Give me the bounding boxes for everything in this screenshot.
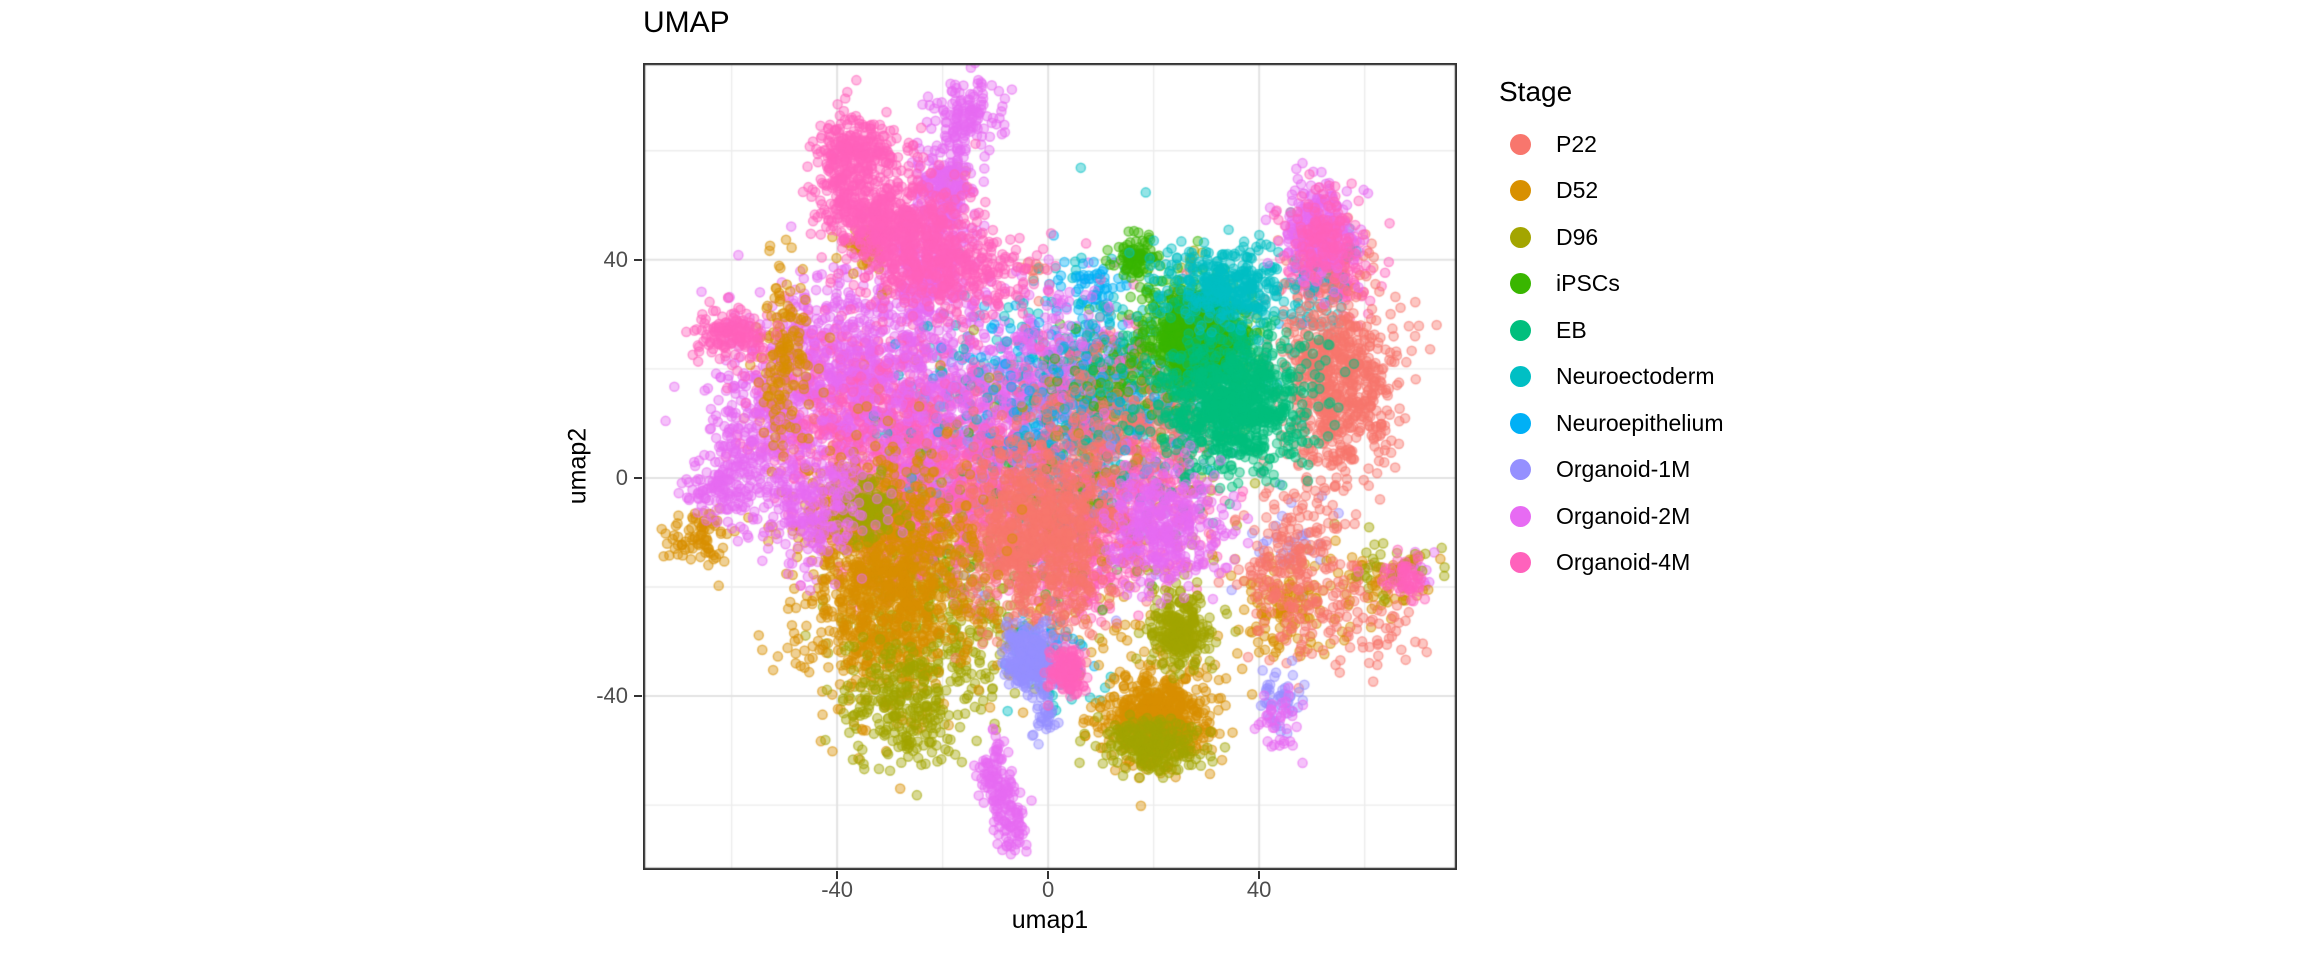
legend-swatch-D96 [1510,226,1531,248]
legend-label-P22: P22 [1556,130,1597,157]
y-tick-mark [634,258,642,261]
legend-swatch-Neuroectoderm [1510,366,1531,387]
legend-swatch-Organoid-1M [1510,459,1531,480]
x-tick-label: 40 [1246,877,1272,902]
legend-label-Neuroepithelium: Neuroepithelium [1556,409,1724,436]
legend-label-Organoid-2M: Organoid-2M [1556,502,1691,529]
plot-title: UMAP [643,6,730,39]
x-tick-mark [1258,871,1261,879]
y-tick-label: -40 [596,683,628,709]
x-tick-label: 0 [1042,877,1055,902]
legend-title: Stage [1499,76,1573,107]
legend-label-Neuroectoderm: Neuroectoderm [1556,363,1715,389]
legend-swatch-P22 [1510,133,1531,155]
legend-label-Organoid-4M: Organoid-4M [1556,549,1691,575]
legend-swatch-D52 [1510,180,1531,201]
legend-label-iPSCs: iPSCs [1556,270,1620,296]
x-tick-label: -40 [821,877,854,902]
legend-swatch-iPSCs [1510,273,1531,294]
x-axis-title: umap1 [1011,906,1089,934]
legend-label-Organoid-1M: Organoid-1M [1556,456,1691,482]
x-tick-mark [836,871,839,879]
legend-label-EB: EB [1556,316,1587,343]
y-tick-mark [634,476,642,479]
legend-label-D96: D96 [1556,223,1599,250]
umap-scatter-panel [643,63,1457,870]
legend-swatch-Organoid-4M [1510,552,1531,573]
y-tick-mark [634,695,642,698]
x-tick-mark [1047,871,1050,879]
legend-label-D52: D52 [1556,177,1599,203]
y-tick-label: 0 [615,464,628,490]
y-tick-label: 40 [603,246,628,272]
legend-swatch-Organoid-2M [1510,505,1531,527]
legend-swatch-Neuroepithelium [1510,412,1531,434]
legend-swatch-EB [1510,319,1531,341]
